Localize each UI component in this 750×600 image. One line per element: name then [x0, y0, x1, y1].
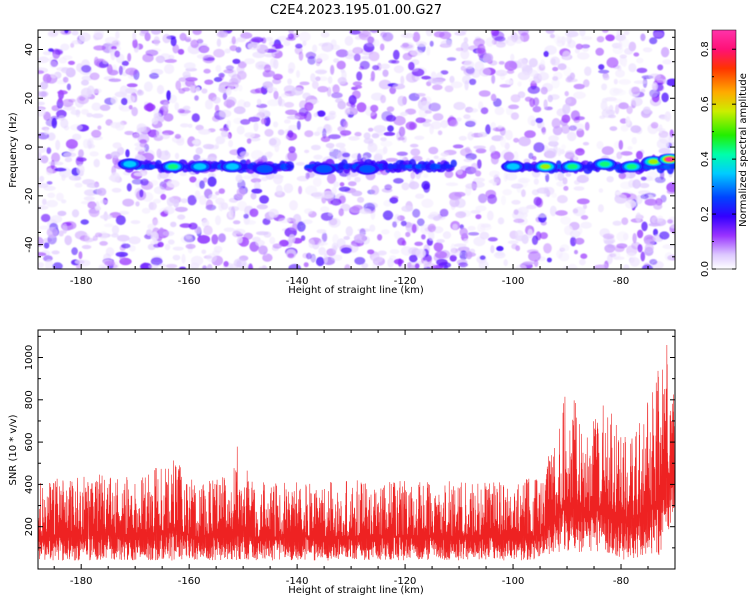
- spectrogram-noise: [38, 30, 675, 269]
- spectrogram-axes: -180 -160 -140 -120 -100 -80 -40 -20 0 20 40: [24, 29, 676, 287]
- colorbar-label: Normalized spectral amplitude: [738, 73, 749, 227]
- colorbar-tick-label: 0.6: [700, 96, 711, 112]
- snr-ytick-label: 800: [24, 390, 35, 409]
- spectrogram-panel: -180 -160 -140 -120 -100 -80 -40 -20 0 20 40 Heigh…: [8, 29, 676, 296]
- snr-ytick-label: 600: [24, 433, 35, 452]
- snr-ylabel: SNR (10 * v/v): [8, 414, 19, 485]
- chart-title: C2E4.2023.195.01.00.G27: [270, 3, 442, 18]
- snr-xtick-label: -120: [394, 576, 417, 587]
- spectrogram-ridge: [117, 153, 675, 175]
- colorbar-tick-label: 0.8: [700, 41, 711, 57]
- snr-panel: -180 -160 -140 -120 -100 -802004006008001000 …: [8, 329, 676, 596]
- snr-ytick-label: 200: [24, 517, 35, 536]
- spectrogram-ytick-label: 0: [24, 144, 35, 150]
- snr-series-line: [38, 344, 675, 561]
- snr-xtick-label: -100: [502, 576, 525, 587]
- spectrogram-xlabel: Height of straight line (km): [288, 285, 424, 296]
- spectrogram-xtick-label: -100: [502, 276, 525, 287]
- snr-axes: -180 -160 -140 -120 -100 -80 200 400 600 800 1000: [24, 329, 676, 587]
- spectrogram-image: [38, 30, 675, 269]
- spectrogram-ytick-label: 40: [24, 43, 35, 56]
- snr-xtick-label: -180: [70, 576, 93, 587]
- snr-xtick-label: -140: [286, 576, 309, 587]
- colorbar-ticks: 0.0 0.2 0.4 0.6 0.8: [700, 29, 737, 277]
- snr-xtick-label: -80: [613, 576, 629, 587]
- snr-xlabel: Height of straight line (km): [288, 585, 424, 596]
- snr-xtick-label: -160: [178, 576, 201, 587]
- colorbar-gradient: [712, 30, 736, 269]
- spectrogram-ylabel: Frequency (Hz): [8, 112, 19, 188]
- spectrogram-frame: [37, 29, 676, 270]
- spectrogram-xtick-label: -140: [286, 276, 309, 287]
- colorbar-frame: [711, 29, 737, 270]
- spectrogram-xtick-label: -160: [178, 276, 201, 287]
- colorbar-tick-label: 0.4: [700, 151, 711, 167]
- spectrogram-xtick-label: -180: [70, 276, 93, 287]
- colorbar-tick-label: 0.0: [700, 261, 711, 277]
- spectrogram-xtick-label: -120: [394, 276, 417, 287]
- snr-frame: [37, 329, 676, 570]
- spectrogram-xtick-label: -80: [613, 276, 629, 287]
- snr-ytick-label: 400: [24, 475, 35, 494]
- spectrogram-ytick-label: 20: [24, 92, 35, 105]
- spectrogram-ytick-label: -40: [24, 236, 35, 252]
- spectrogram-ytick-label: -20: [24, 188, 35, 204]
- snr-ytick-label: 1000: [24, 345, 35, 370]
- colorbar-tick-label: 0.2: [700, 206, 711, 222]
- colorbar: 0.0 0.2 0.4 0.6 0.8 Normalized spectral ampl…: [700, 29, 749, 277]
